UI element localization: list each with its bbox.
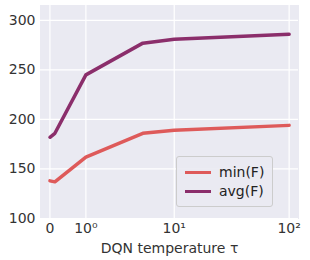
svg-text:100: 100: [9, 210, 36, 226]
svg-text:0: 0: [45, 220, 54, 236]
svg-text:10⁰: 10⁰: [74, 220, 98, 236]
html-text:min(F): min(F): [219, 164, 265, 180]
html-text:avg(F): avg(F): [219, 183, 264, 199]
svg-text:10²: 10²: [277, 220, 300, 236]
svg-text:250: 250: [9, 61, 36, 77]
svg-text:200: 200: [9, 111, 36, 127]
svg-text:300: 300: [9, 12, 36, 28]
svg-text:150: 150: [9, 160, 36, 176]
svg-text:DQN temperature τ: DQN temperature τ: [101, 240, 239, 256]
svg-text:10¹: 10¹: [163, 220, 186, 236]
